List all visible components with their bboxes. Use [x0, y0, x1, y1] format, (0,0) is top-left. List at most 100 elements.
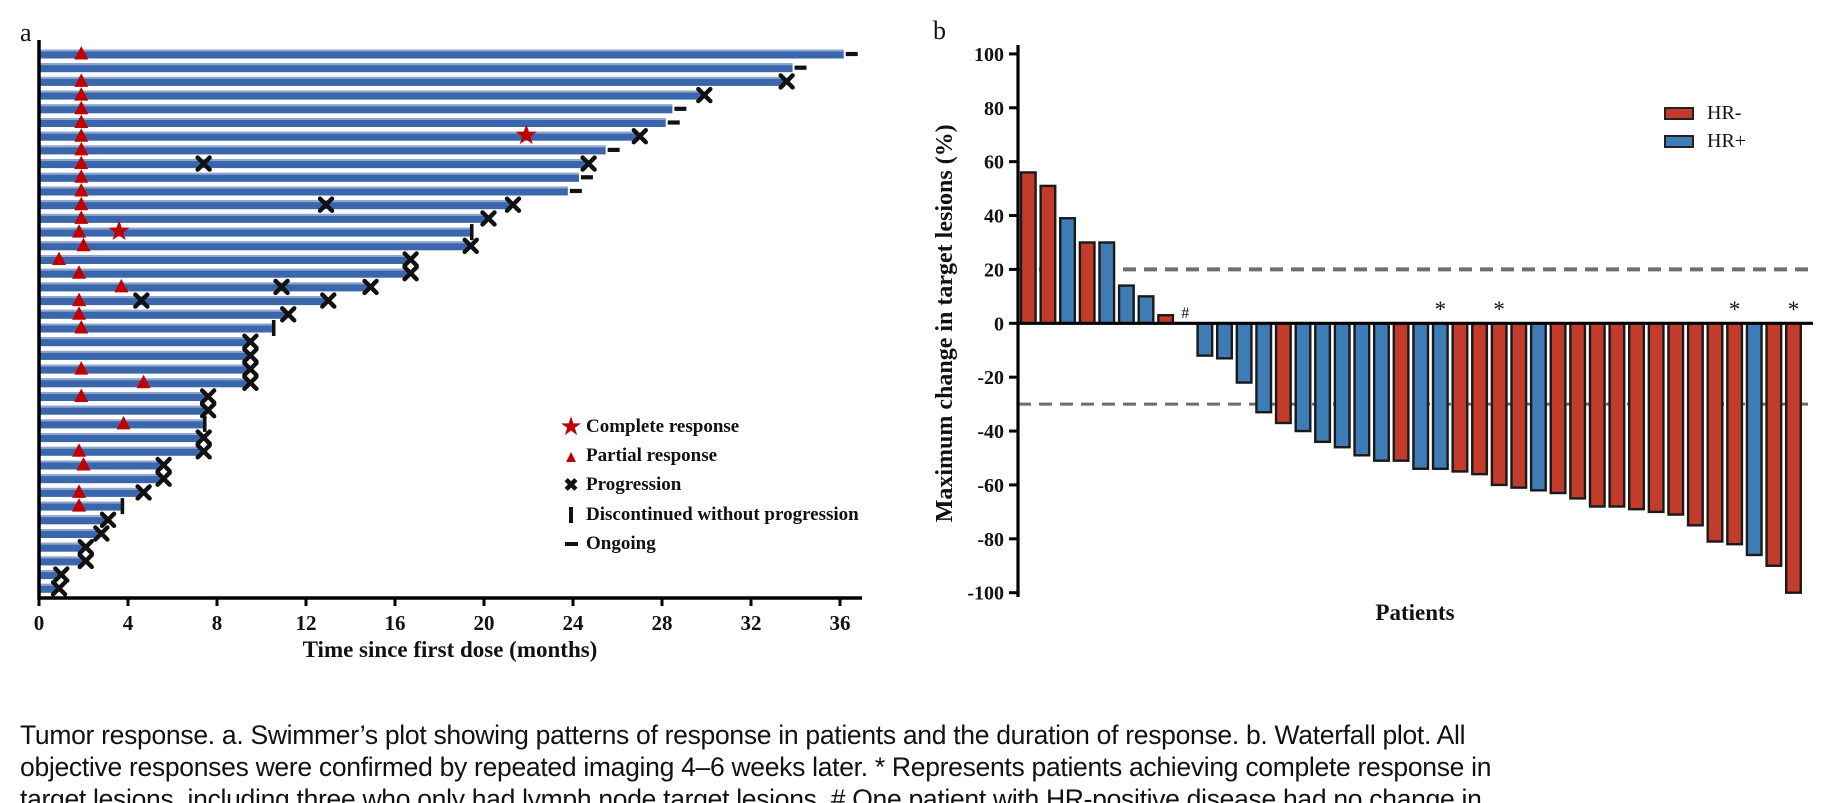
- swimmer-legend: ★ Complete response ▲ Partial response ✖…: [556, 412, 859, 559]
- swimmer-bar-21: [40, 320, 276, 336]
- progression-x-marker: [273, 278, 290, 296]
- waterfall-xlabel: Patients: [1375, 600, 1455, 625]
- waterfall-plot: # * * * * 100 80 60 40 20 0 -20 -40 -60 -80 -100 Maximum…: [932, 44, 1813, 605]
- waterfall-bar-26: [1510, 322, 1528, 489]
- swimmer-bar-34: [40, 498, 125, 515]
- legend-label: HR+: [1707, 129, 1747, 152]
- waterfall-bar-24: [1471, 322, 1489, 476]
- waterfall-bar-10: [1196, 322, 1214, 357]
- progression-x-marker: [53, 566, 70, 583]
- x-tick-label: 32: [741, 611, 762, 635]
- partial-response-triangle-marker: [72, 498, 87, 512]
- progression-x-marker: [402, 265, 419, 282]
- swimmer-bar-7: [40, 124, 648, 145]
- partial-response-triangle-marker: [74, 320, 89, 334]
- swimmer-bar-32: [40, 470, 172, 487]
- partial-response-triangle-marker: [76, 457, 91, 471]
- triangle-icon: ▲: [562, 446, 580, 466]
- waterfall-bar-6: [1117, 284, 1135, 325]
- swimmer-bar-6: [40, 114, 680, 128]
- bar-annotation: #: [1181, 305, 1189, 322]
- waterfall-bar-33: [1647, 322, 1665, 514]
- x-tick-label: 4: [123, 611, 134, 635]
- bar-annotation: *: [1493, 297, 1505, 322]
- partial-response-triangle-marker: [74, 388, 89, 402]
- progression-x-marker: [631, 127, 648, 145]
- waterfall-bar-12: [1235, 322, 1253, 384]
- partial-response-triangle-marker: [74, 114, 89, 128]
- progression-x-marker: [480, 210, 497, 227]
- waterfall-bar-31: [1608, 322, 1626, 508]
- partial-response-triangle-marker: [72, 265, 87, 279]
- progression-x-marker: [280, 306, 297, 323]
- swimmer-plot: 0 4 8 12 16 20 24 28 32 36 Time since first dose (…: [34, 40, 862, 662]
- swimmer-bar-26: [40, 388, 217, 405]
- partial-response-triangle-marker: [76, 237, 91, 252]
- waterfall-bar-19: [1372, 322, 1390, 462]
- waterfall-bar-1: [1019, 171, 1037, 325]
- waterfall-bar-17: [1333, 322, 1351, 449]
- discontinued-tick-marker: [469, 224, 474, 241]
- waterfall-ylabel: Maximum change in target lesions (%): [932, 124, 958, 522]
- y-tick-label: -80: [977, 529, 1004, 551]
- y-tick-label: 60: [984, 152, 1004, 174]
- waterfall-bar-38: [1745, 322, 1763, 557]
- y-tick-label: -20: [977, 367, 1004, 389]
- swimmer-bar-3: [40, 73, 795, 90]
- progression-x-marker: [242, 333, 259, 350]
- swimmer-bar-18: [40, 278, 379, 296]
- progression-x-marker: [50, 580, 68, 597]
- partial-response-triangle-marker: [74, 141, 89, 156]
- swimmer-bar-36: [40, 525, 110, 542]
- partial-response-triangle-marker: [74, 73, 89, 87]
- partial-response-triangle-marker: [72, 292, 87, 307]
- waterfall-bar-32: [1628, 322, 1646, 511]
- partial-response-triangle-marker: [72, 306, 87, 320]
- waterfall-bar-18: [1353, 322, 1371, 457]
- progression-x-marker: [195, 429, 212, 446]
- waterfall-bar-25: [1490, 322, 1508, 487]
- y-tick-label: 100: [974, 44, 1004, 66]
- partial-response-triangle-marker: [74, 196, 89, 211]
- hr-positive-swatch-icon: [1664, 134, 1694, 148]
- progression-x-marker: [242, 360, 259, 378]
- waterfall-bar-20: [1392, 322, 1410, 462]
- progression-x-marker: [242, 374, 259, 391]
- discontinued-tick-marker: [202, 415, 207, 432]
- partial-response-triangle-marker: [136, 374, 151, 389]
- x-tick-label: 16: [385, 611, 406, 635]
- partial-response-triangle-marker: [74, 46, 89, 60]
- partial-response-triangle-marker: [74, 100, 89, 115]
- progression-x-marker: [135, 484, 152, 501]
- legend-item-progression: ✖ Progression: [556, 471, 859, 500]
- legend-label: HR-: [1707, 101, 1742, 124]
- partial-response-triangle-marker: [72, 443, 87, 457]
- complete-response-star-marker: [515, 124, 537, 145]
- discontinued-tick-marker: [120, 498, 125, 515]
- swimmer-bar-1: [40, 46, 858, 60]
- legend-item-hr-negative: HR-: [1664, 99, 1746, 127]
- swimmer-bar-13: [40, 210, 497, 227]
- waterfall-bar-40: [1784, 322, 1802, 594]
- progression-x-marker: [778, 73, 795, 90]
- swimmer-bar-5: [40, 100, 687, 115]
- waterfall-bar-14: [1274, 322, 1292, 425]
- swimmer-bar-4: [40, 86, 713, 104]
- waterfall-bar-27: [1529, 322, 1547, 492]
- partial-response-triangle-marker: [74, 361, 89, 375]
- legend-item-partial-response: ▲ Partial response: [556, 441, 859, 470]
- partial-response-triangle-marker: [74, 87, 89, 101]
- swimmer-xlabel: Time since first dose (months): [303, 637, 598, 662]
- legend-label: Partial response: [586, 445, 718, 467]
- swimmer-bar-27: [40, 402, 217, 419]
- waterfall-bar-2: [1039, 184, 1057, 325]
- swimmer-bar-29: [40, 429, 212, 446]
- swimmer-bar-15: [40, 237, 479, 254]
- swimmer-bar-30: [40, 443, 212, 460]
- swimmer-bar-8: [40, 141, 620, 156]
- waterfall-bar-13: [1255, 322, 1273, 414]
- swimmer-bar-17: [40, 265, 419, 282]
- waterfall-bar-30: [1588, 322, 1606, 508]
- partial-response-triangle-marker: [72, 224, 87, 238]
